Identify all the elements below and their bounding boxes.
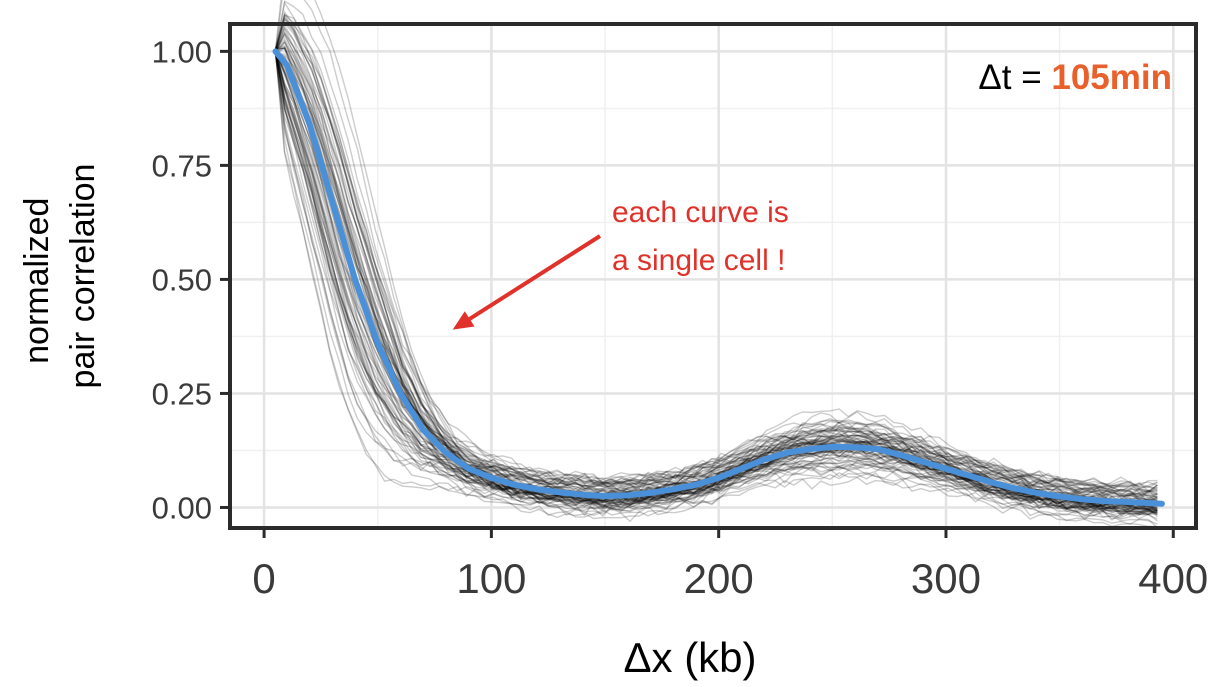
- y-tick-label: 0.50: [152, 262, 212, 297]
- single-cell-curve: [274, 0, 1158, 504]
- callout: each curve is a single cell !: [452, 196, 789, 330]
- y-axis-title-line-2: pair correlation: [64, 164, 102, 389]
- single-cell-curve: [274, 52, 1158, 492]
- single-cell-curve: [275, 46, 1158, 500]
- y-tick-label: 0.25: [152, 376, 212, 411]
- single-cell-curve: [274, 51, 1158, 500]
- single-cell-curve: [274, 0, 1158, 520]
- mean-curve: [272, 48, 1165, 507]
- single-cell-curve: [274, 17, 1158, 514]
- single-cell-curve: [274, 32, 1158, 515]
- single-cell-curve: [274, 27, 1158, 496]
- single-cell-curve: [274, 50, 1158, 513]
- single-cell-curve: [274, 49, 1158, 508]
- y-tick-label: 1.00: [152, 34, 212, 69]
- single-cell-curve: [274, 48, 1158, 501]
- single-cell-curve: [274, 49, 1158, 494]
- x-axis-title: Δx (kb): [623, 634, 756, 681]
- single-cell-curve: [274, 0, 1158, 491]
- single-cell-curve: [274, 53, 1158, 522]
- x-tick-label: 200: [684, 555, 754, 602]
- single-cell-curve: [274, 51, 1158, 496]
- y-axis-title: normalized pair correlation: [18, 164, 102, 389]
- single-cell-curve: [274, 13, 1158, 487]
- single-cell-curve: [274, 51, 1158, 529]
- x-tick-label: 0: [252, 555, 275, 602]
- single-cell-curve: [274, 51, 1158, 495]
- dt-value: 105min: [1051, 58, 1172, 97]
- single-cell-curve: [274, 51, 1158, 495]
- x-tick-label: 300: [911, 555, 981, 602]
- y-tick-label: 0.75: [152, 148, 212, 183]
- callout-arrowhead: [452, 311, 475, 330]
- callout-arrow: [468, 234, 602, 321]
- dt-prefix: Δt =: [978, 58, 1051, 97]
- single-cell-curve: [274, 49, 1158, 511]
- single-cell-curve: [274, 37, 1158, 516]
- single-cell-curve: [274, 54, 1158, 491]
- single-cell-curve: [274, 50, 1158, 518]
- single-cell-curve: [274, 50, 1158, 513]
- plot-border: [228, 22, 1198, 530]
- x-tick-label: 100: [456, 555, 526, 602]
- callout-line-2: a single cell !: [612, 244, 785, 277]
- single-cell-curve: [274, 15, 1158, 516]
- axes: 0 100 200 300 400 0.00 0.25 0.50 0.75 1.00: [152, 34, 1209, 602]
- single-cell-curve: [274, 51, 1158, 502]
- y-tick-label: 0.00: [152, 490, 212, 525]
- single-cell-curve: [274, 53, 1158, 515]
- single-cell-curve: [274, 24, 1158, 518]
- single-cell-curve: [275, 46, 1158, 489]
- single-cell-curve: [274, 48, 1158, 516]
- single-cell-curve: [274, 19, 1158, 491]
- single-cell-curve: [274, 50, 1158, 503]
- single-cell-curve: [274, 54, 1158, 516]
- single-cell-curve: [274, 48, 1158, 513]
- single-cell-curve: [274, 52, 1158, 512]
- callout-line-1: each curve is: [612, 196, 789, 229]
- dt-annotation: Δt = 105min: [978, 58, 1172, 97]
- gridlines: [230, 24, 1196, 528]
- single-cell-curve: [274, 48, 1158, 493]
- y-axis-title-line-1: normalized: [18, 198, 56, 364]
- single-cell-curve: [274, 31, 1158, 494]
- x-tick-label: 400: [1138, 555, 1208, 602]
- single-cell-curve: [274, 49, 1158, 521]
- single-cell-curve: [274, 52, 1158, 511]
- single-cell-curve: [274, 47, 1158, 516]
- single-cell-curve: [274, 51, 1158, 495]
- single-cell-curve: [275, 45, 1158, 525]
